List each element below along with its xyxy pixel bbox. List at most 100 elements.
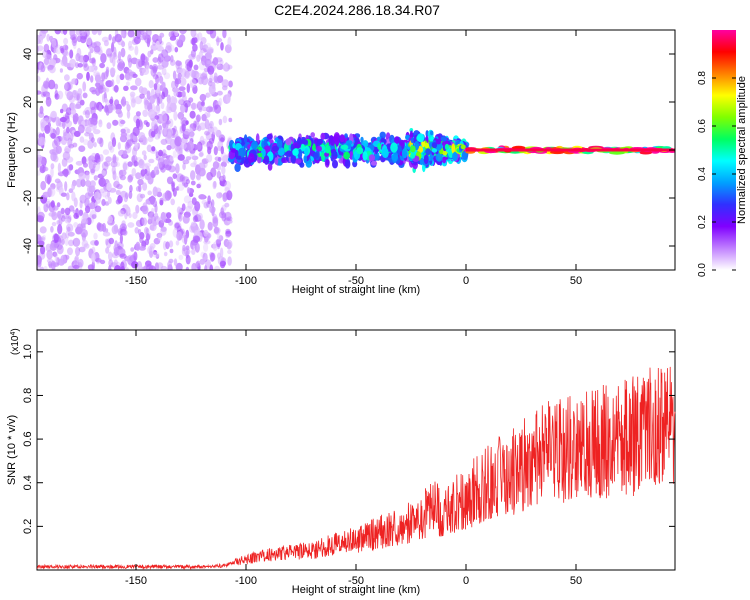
spectrogram-y-tick-label: 40 [22, 48, 34, 60]
spectrogram-blob [430, 130, 434, 136]
spectrogram-blob [154, 203, 158, 213]
spectrogram-blob [171, 80, 176, 89]
spectrogram-blob [374, 147, 379, 155]
spectrogram-blob [154, 115, 160, 120]
spectrogram-blob [62, 151, 71, 161]
spectrogram-blob [103, 160, 111, 167]
spectrogram-blob [120, 190, 127, 198]
spectrogram-blob [46, 175, 51, 185]
spectrogram-blob [91, 260, 95, 270]
spectrogram-blob [152, 251, 160, 258]
spectrogram-blob [135, 204, 140, 214]
spectrogram-blob [144, 226, 149, 235]
spectrogram-blob [186, 141, 195, 151]
spectrogram-blob [49, 126, 54, 135]
spectrogram-blob [204, 265, 208, 270]
spectrogram-blob [150, 67, 157, 77]
spectrogram-blob [128, 40, 132, 49]
spectrogram-blob [126, 139, 133, 147]
spectrogram-blob [201, 199, 208, 205]
spectrogram-blob [225, 228, 231, 234]
spectrogram-blob [100, 226, 107, 231]
spectrogram-blob [71, 182, 76, 190]
spectrogram-blob [281, 157, 286, 164]
spectrogram-blob [100, 53, 107, 64]
spectrogram-blob [79, 136, 85, 143]
spectrogram-blob [158, 124, 162, 135]
spectrogram-blob [55, 145, 62, 155]
spectrogram-blob [77, 258, 84, 268]
spectrogram-blob [53, 83, 59, 90]
spectrogram-blob [206, 105, 214, 113]
spectrogram-blob [127, 175, 133, 183]
spectrogram-blob [109, 145, 115, 153]
spectrogram-x-ticks: -150 -100 -50 0 50 [125, 30, 582, 287]
spectrogram-blob [79, 194, 87, 204]
spectrogram-blob [114, 33, 123, 43]
spectrogram-blob [227, 256, 232, 266]
spectrogram-blob [44, 54, 52, 61]
spectrogram-blob [117, 62, 124, 72]
snr-x-tick-label: 0 [463, 575, 469, 587]
spectrogram-blob [200, 37, 207, 45]
spectrogram-blob [119, 174, 126, 181]
spectrogram-blob [102, 231, 111, 237]
spectrogram-blob [303, 155, 308, 163]
spectrogram-blob [220, 146, 224, 155]
spectrogram-blob [220, 137, 225, 142]
spectrogram-blob [69, 49, 74, 59]
spectrogram-blob [39, 35, 44, 41]
spectrogram-blob [131, 155, 136, 166]
spectrogram-blob [120, 30, 125, 37]
spectrogram-blob [48, 212, 56, 217]
snr-y-tick-label: 0.2 [22, 519, 34, 534]
spectrogram-blob [37, 240, 45, 246]
spectrogram-blob [61, 157, 68, 167]
spectrogram-blob [139, 93, 145, 99]
spectrogram-blob [168, 240, 174, 248]
spectrogram-blob [154, 133, 161, 140]
spectrogram-blob [73, 130, 81, 137]
spectrogram-blob [60, 47, 65, 54]
spectrogram-blob [128, 190, 133, 199]
spectrogram-blob [140, 53, 146, 62]
spectrogram-blob [205, 57, 213, 65]
spectrogram-blob [276, 139, 283, 149]
spectrogram-blob [71, 78, 78, 85]
spectrogram-blob [105, 156, 112, 163]
spectrogram-blob [107, 196, 112, 205]
spectrogram-blob [181, 234, 188, 244]
spectrogram-blob [68, 95, 76, 104]
spectrogram-blob [176, 186, 180, 191]
spectrogram-blob [89, 201, 96, 210]
spectrogram-blob [66, 91, 74, 101]
spectrogram-blob [185, 179, 190, 185]
spectrogram-blob [57, 90, 64, 100]
spectrogram-blob [185, 245, 190, 251]
spectrogram-blob [140, 169, 146, 177]
spectrogram-blob [451, 143, 456, 154]
colorbar: 0.0 0.2 0.4 0.6 0.8 Normalized spectral ampl… [697, 30, 748, 277]
spectrogram-blob [122, 162, 128, 171]
spectrogram-blob [310, 132, 316, 138]
spectrogram-blob [213, 146, 218, 156]
spectrogram-blob [93, 232, 98, 240]
spectrogram-blob [138, 160, 144, 166]
spectrogram-blob [180, 117, 188, 127]
spectrogram-blob [45, 116, 52, 124]
spectrogram-blob [243, 134, 248, 144]
spectrogram-blob [178, 212, 183, 222]
spectrogram-blob [213, 72, 218, 83]
spectrogram-blob [45, 96, 52, 107]
spectrogram-blob [198, 60, 206, 71]
spectrogram-blob [67, 239, 75, 247]
spectrogram-blob [304, 147, 309, 157]
spectrogram-blob [82, 81, 87, 92]
spectrogram-blob [79, 99, 85, 106]
spectrogram-blob [161, 58, 169, 68]
spectrogram-blob [116, 183, 123, 190]
spectrogram-blob [193, 64, 199, 71]
spectrogram-blob [68, 205, 75, 212]
spectrogram-blob [170, 181, 176, 188]
spectrogram-blob [91, 30, 98, 35]
